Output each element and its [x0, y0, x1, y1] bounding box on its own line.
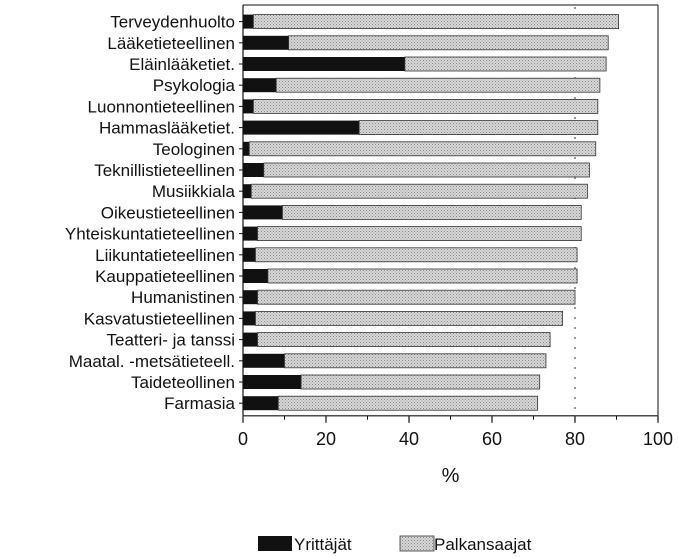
bar-yrittajat: [243, 311, 256, 326]
category-label: Taideteollinen: [131, 373, 235, 392]
bar-yrittajat: [243, 247, 256, 262]
bar-yrittajat: [243, 226, 258, 241]
x-tick-label: 80: [565, 429, 585, 449]
bar-yrittajat: [243, 163, 264, 177]
legend-label-yrittajat: Yrittäjät: [294, 535, 352, 554]
legend-swatch-yrittajat: [258, 536, 292, 551]
bar-yrittajat: [243, 35, 289, 50]
bar-palkansaajat: [267, 268, 578, 284]
category-label: Psykologia: [153, 76, 236, 95]
bar-palkansaajat: [300, 374, 541, 390]
x-tick-label: 100: [643, 429, 673, 449]
bar-yrittajat: [243, 57, 405, 71]
category-label: Liikuntatieteellinen: [95, 246, 235, 265]
x-tick-label: 0: [238, 429, 248, 449]
plot-area: [243, 4, 659, 416]
category-label: Kasvatustieteellinen: [84, 309, 235, 328]
category-label: Teologinen: [153, 140, 235, 159]
bar-palkansaajat: [275, 77, 601, 93]
bar-palkansaajat: [250, 183, 588, 199]
bar-palkansaajat: [252, 99, 599, 114]
category-label: Musiikkiala: [152, 182, 236, 201]
bar-palkansaajat: [255, 310, 563, 326]
category-label: Hammaslääketiet.: [99, 119, 235, 138]
bar-yrittajat: [243, 99, 254, 114]
category-labels: Terveydenhuolto Lääketieteellinen Eläinlää…: [65, 13, 236, 414]
bar-palkansaajat: [252, 14, 619, 30]
bar-palkansaajat: [288, 35, 609, 51]
bar-yrittajat: [243, 141, 250, 156]
bar-palkansaajat: [358, 120, 599, 135]
bar-yrittajat: [243, 78, 277, 93]
bar-palkansaajat: [404, 56, 607, 72]
bar-yrittajat: [243, 290, 258, 305]
x-tick-label: 40: [399, 429, 419, 449]
bar-palkansaajat: [248, 141, 597, 157]
category-label: Oikeustieteellinen: [101, 203, 235, 222]
category-label: Teknillistieteellinen: [94, 161, 235, 180]
bar-palkansaajat: [282, 204, 582, 220]
category-label: Farmasia: [164, 394, 235, 413]
category-label: Yhteiskuntatieteellinen: [65, 225, 235, 244]
category-label: Maatal. -metsätieteell.: [69, 352, 235, 371]
bar-yrittajat: [243, 205, 283, 220]
bar-yrittajat: [243, 14, 254, 29]
bar-yrittajat: [243, 332, 258, 347]
bar-yrittajat: [243, 396, 279, 411]
bar-palkansaajat: [257, 289, 576, 305]
x-tick-label: 60: [482, 429, 502, 449]
category-label: Lääketieteellinen: [107, 34, 235, 53]
bar-palkansaajat: [284, 353, 547, 369]
bar-yrittajat: [243, 120, 360, 135]
x-axis-title: %: [442, 465, 460, 487]
bar-yrittajat: [243, 375, 302, 389]
legend-swatch-palkansaajat: [399, 535, 435, 552]
category-label: Humanistinen: [131, 288, 235, 307]
category-label: Teatteri- ja tanssi: [107, 331, 236, 350]
bar-yrittajat: [243, 184, 252, 199]
bar-palkansaajat: [257, 226, 582, 242]
bar-palkansaajat: [255, 247, 578, 263]
bar-yrittajat: [243, 353, 285, 368]
category-label: Terveydenhuolto: [110, 13, 235, 32]
bar-palkansaajat: [277, 395, 539, 411]
category-label: Kauppatieteellinen: [95, 267, 235, 286]
category-label: Eläinlääketiet.: [129, 55, 235, 74]
legend-label-palkansaajat: Palkansaajat: [434, 535, 532, 554]
bar-palkansaajat: [263, 162, 590, 178]
legend: Yrittäjät Palkansaajat: [258, 535, 532, 554]
bar-palkansaajat: [257, 332, 551, 348]
bar-yrittajat: [243, 269, 268, 283]
x-axis: 0 20 40 60 80 100%: [238, 5, 673, 487]
category-label: Luonnontieteellinen: [88, 97, 235, 116]
x-tick-label: 20: [316, 429, 336, 449]
